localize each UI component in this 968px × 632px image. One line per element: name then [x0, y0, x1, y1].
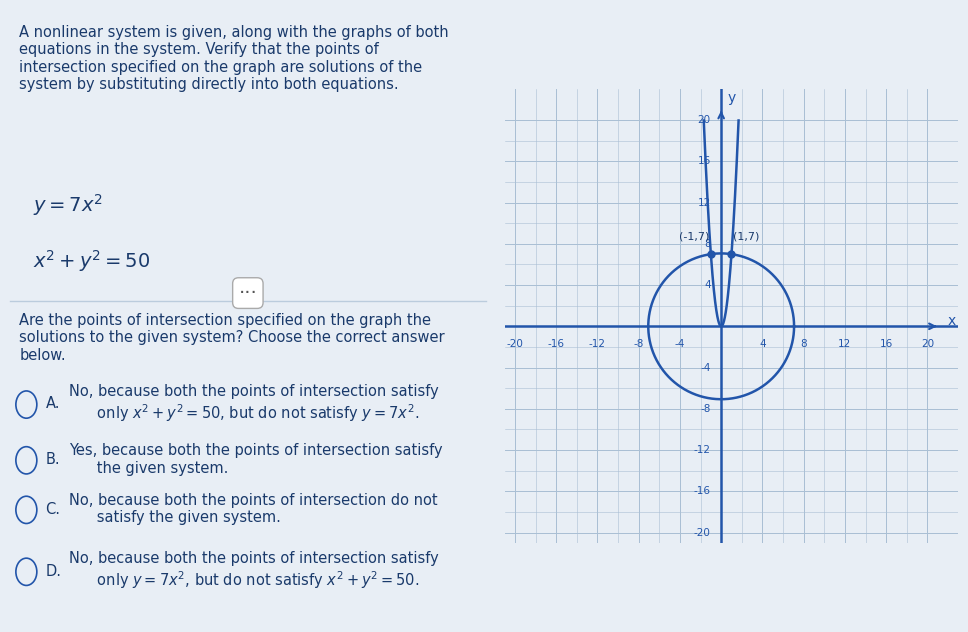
Text: 16: 16	[880, 339, 892, 349]
Text: -16: -16	[548, 339, 564, 349]
Text: 8: 8	[705, 239, 711, 249]
Text: $y = 7x^2$: $y = 7x^2$	[34, 192, 104, 218]
Text: $x^2 + y^2 = 50$: $x^2 + y^2 = 50$	[34, 248, 151, 274]
Text: No, because both the points of intersection satisfy
      only $y = 7x^2$, but d: No, because both the points of intersect…	[70, 551, 439, 591]
Text: x: x	[948, 314, 956, 328]
Text: -12: -12	[694, 445, 711, 455]
Text: -20: -20	[506, 339, 524, 349]
Text: 12: 12	[838, 339, 852, 349]
Text: ···: ···	[238, 284, 257, 303]
Text: B.: B.	[45, 452, 60, 467]
Text: (-1,7): (-1,7)	[680, 232, 710, 242]
Text: 16: 16	[698, 156, 711, 166]
Text: 8: 8	[801, 339, 807, 349]
Text: -20: -20	[694, 528, 711, 538]
Text: A.: A.	[45, 396, 60, 411]
Text: 4: 4	[705, 280, 711, 290]
Text: -12: -12	[589, 339, 606, 349]
Text: -4: -4	[675, 339, 685, 349]
Text: (1,7): (1,7)	[733, 232, 759, 242]
Text: No, because both the points of intersection satisfy
      only $x^2 + y^2 = 50$,: No, because both the points of intersect…	[70, 384, 439, 424]
Text: C.: C.	[45, 502, 60, 517]
Text: y: y	[727, 90, 736, 105]
Text: 20: 20	[698, 115, 711, 125]
Text: 12: 12	[698, 198, 711, 207]
Text: -8: -8	[633, 339, 644, 349]
Text: 20: 20	[921, 339, 934, 349]
Text: 4: 4	[759, 339, 766, 349]
Text: -4: -4	[701, 363, 711, 372]
Text: D.: D.	[45, 564, 61, 579]
Text: -8: -8	[701, 404, 711, 414]
Text: Are the points of intersection specified on the graph the
solutions to the given: Are the points of intersection specified…	[19, 313, 445, 363]
Text: No, because both the points of intersection do not
      satisfy the given syste: No, because both the points of intersect…	[70, 493, 438, 525]
Text: Yes, because both the points of intersection satisfy
      the given system.: Yes, because both the points of intersec…	[70, 444, 442, 476]
Text: A nonlinear system is given, along with the graphs of both
equations in the syst: A nonlinear system is given, along with …	[19, 25, 449, 92]
Text: -16: -16	[694, 486, 711, 496]
